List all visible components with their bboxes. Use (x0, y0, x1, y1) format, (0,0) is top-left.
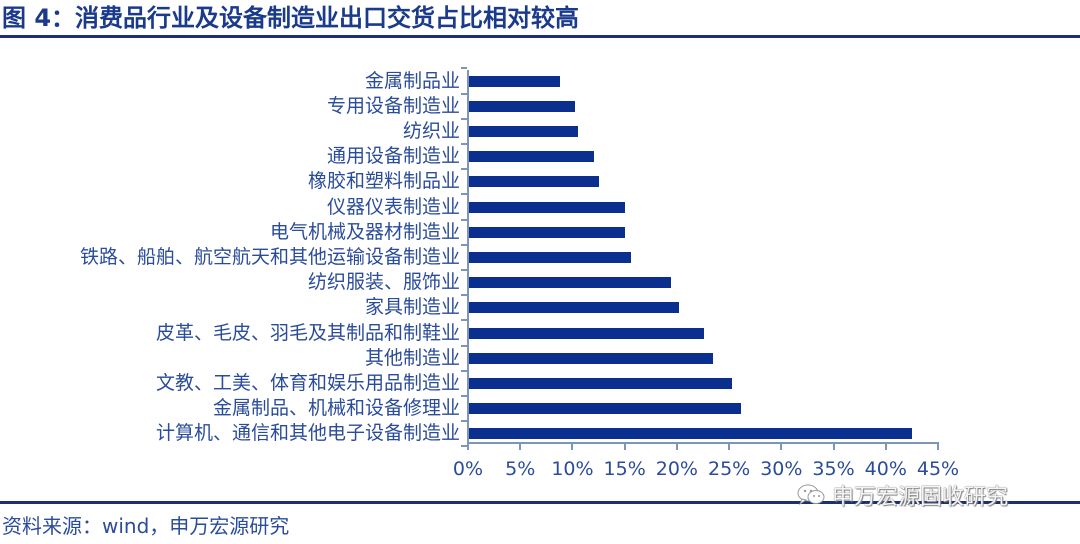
category-label: 纺织业 (402, 119, 460, 142)
bar (469, 176, 599, 188)
y-tick (461, 319, 467, 322)
x-tick-label: 25% (707, 458, 751, 480)
bar (469, 428, 912, 440)
x-tick-label: 20% (655, 458, 698, 480)
x-tick-label: 40% (864, 458, 907, 480)
x-tick (884, 444, 887, 450)
chart-row: 金属制品业 (0, 69, 1080, 94)
chart-row: 金属制品、机械和设备修理业 (0, 396, 1080, 421)
category-label: 通用设备制造业 (326, 145, 460, 168)
y-tick (461, 218, 467, 221)
category-label: 铁路、船舶、航空航天和其他运输设备制造业 (79, 245, 460, 268)
source-note: 资料来源：wind，申万宏源研究 (2, 514, 290, 538)
category-label: 电气机械及器材制造业 (269, 220, 460, 243)
bar (469, 327, 705, 339)
title-divider (0, 35, 1080, 38)
bar (469, 151, 595, 163)
x-tick (780, 444, 783, 450)
x-tick (519, 444, 522, 450)
bar (469, 352, 714, 364)
chart-row: 皮革、毛皮、羽毛及其制品和制鞋业 (0, 321, 1080, 346)
category-label: 皮革、毛皮、羽毛及其制品和制鞋业 (155, 321, 460, 344)
x-tick-label: 45% (916, 458, 960, 480)
bar (469, 100, 575, 112)
bar (469, 302, 679, 314)
watermark-text: 申万宏源固收研究 (832, 485, 1009, 510)
category-label: 纺织服装、服饰业 (307, 271, 460, 294)
y-tick (461, 420, 467, 423)
x-tick (728, 444, 731, 450)
category-label: 家具制造业 (364, 296, 460, 319)
y-tick (461, 117, 467, 120)
bar (469, 75, 560, 87)
bar-chart: 金属制品业 专用设备制造业 纺织业通用设备制造业 橡胶和塑料制品业 仪器仪表制造业 电气机… (0, 60, 1080, 490)
y-tick (461, 142, 467, 145)
wechat-icon (796, 482, 826, 508)
bar (469, 226, 625, 238)
bar (469, 377, 733, 389)
y-tick (461, 66, 467, 69)
x-tick (832, 444, 835, 450)
chart-row: 橡胶和塑料制品业 (0, 169, 1080, 194)
x-tick-label: 0% (452, 458, 484, 480)
y-tick (461, 369, 467, 372)
y-tick (461, 344, 467, 347)
footer-divider (0, 501, 1080, 504)
bar (469, 201, 625, 213)
x-tick (675, 444, 678, 450)
chart-row: 其他制造业 (0, 346, 1080, 371)
chart-row: 纺织服装、服饰业 (0, 270, 1080, 295)
y-tick (461, 294, 467, 297)
y-tick (461, 445, 467, 448)
category-label: 橡胶和塑料制品业 (307, 170, 460, 193)
category-label: 仪器仪表制造业 (326, 195, 460, 218)
x-tick-label: 5% (505, 458, 536, 480)
y-tick (461, 193, 467, 196)
category-label: 计算机、通信和其他电子设备制造业 (155, 422, 460, 445)
watermark: 申万宏源固收研究 (796, 480, 1008, 510)
bar (469, 403, 741, 415)
category-label: 专用设备制造业 (326, 94, 460, 117)
chart-row: 电气机械及器材制造业 (0, 220, 1080, 245)
y-tick (461, 168, 467, 171)
chart-row: 铁路、船舶、航空航天和其他运输设备制造业 (0, 245, 1080, 270)
category-label: 文教、工美、体育和娱乐用品制造业 (155, 371, 460, 394)
category-label: 金属制品、机械和设备修理业 (212, 397, 460, 420)
x-tick (467, 444, 469, 450)
x-axis (467, 442, 939, 444)
chart-row: 文教、工美、体育和娱乐用品制造业 (0, 371, 1080, 396)
y-tick (461, 268, 467, 271)
category-label: 其他制造业 (364, 346, 460, 369)
chart-row: 纺织业 (0, 119, 1080, 144)
x-tick-label: 15% (603, 458, 646, 480)
chart-row: 计算机、通信和其他电子设备制造业 (0, 421, 1080, 446)
x-tick-label: 30% (760, 458, 803, 480)
chart-row: 家具制造业 (0, 295, 1080, 320)
bar (469, 251, 631, 263)
chart-row: 专用设备制造业 (0, 94, 1080, 119)
y-axis (467, 70, 469, 443)
y-tick (461, 243, 467, 246)
category-label: 金属制品业 (364, 69, 460, 92)
x-tick (937, 444, 939, 450)
x-tick (623, 444, 626, 450)
x-tick-label: 35% (812, 458, 855, 480)
bar (469, 125, 578, 137)
chart-row: 通用设备制造业 (0, 144, 1080, 169)
x-tick (571, 444, 574, 450)
y-tick (461, 394, 467, 397)
y-tick (461, 92, 467, 95)
x-tick-label: 10% (551, 458, 594, 480)
chart-title: 图 4：消费品行业及设备制造业出口交货占比相对较高 (2, 4, 580, 32)
bar (469, 277, 671, 289)
chart-row: 仪器仪表制造业 (0, 195, 1080, 220)
